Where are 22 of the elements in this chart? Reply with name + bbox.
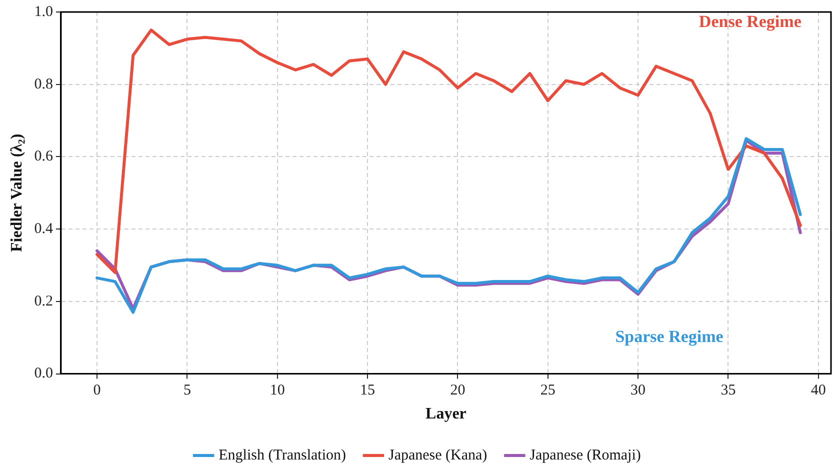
x-tick-label: 40 xyxy=(810,382,826,399)
y-tick-label: 0.6 xyxy=(34,148,54,165)
y-axis-title: Fiedler Value (λ₂) xyxy=(8,134,26,252)
y-tick-label: 1.0 xyxy=(34,4,53,20)
x-tick-label: 0 xyxy=(93,382,101,399)
legend-label: Japanese (Kana) xyxy=(388,447,488,464)
x-tick-label: 20 xyxy=(450,382,466,399)
legend-label: Japanese (Romaji) xyxy=(530,447,641,464)
annotation: Dense Regime xyxy=(698,12,802,32)
x-tick-label: 10 xyxy=(270,382,285,399)
y-tick-label: 0.2 xyxy=(34,293,53,310)
y-tick-label: 0.0 xyxy=(34,366,53,382)
x-tick-label: 15 xyxy=(360,382,376,399)
x-tick-label: 35 xyxy=(720,382,736,399)
x-tick-label: 30 xyxy=(630,382,646,399)
x-tick-label: 25 xyxy=(540,382,556,399)
y-tick-label: 0.8 xyxy=(34,76,53,92)
x-axis-title: Layer xyxy=(426,406,466,423)
annotation: Sparse Regime xyxy=(615,327,724,346)
y-tick-label: 0.4 xyxy=(34,221,54,238)
x-tick-label: 5 xyxy=(183,382,191,399)
legend-label: English (Translation) xyxy=(218,447,346,464)
